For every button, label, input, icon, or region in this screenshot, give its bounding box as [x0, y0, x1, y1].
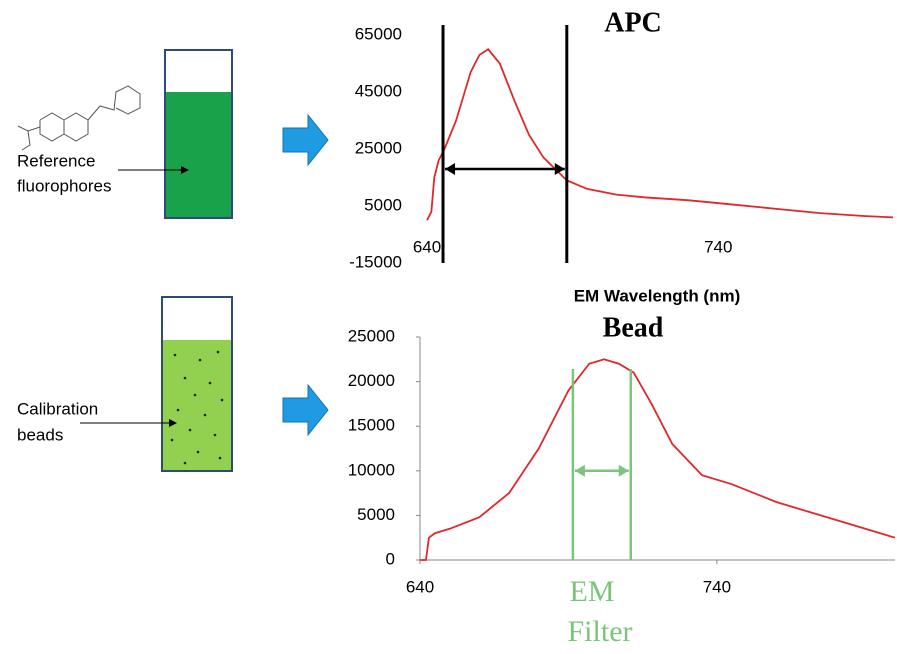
arrow	[282, 383, 329, 437]
y-tick-label: 45000	[355, 81, 402, 100]
arrow	[282, 113, 329, 167]
annotation: EM	[570, 575, 615, 608]
chart-title: Bead	[603, 312, 664, 343]
arrow-head	[574, 464, 585, 477]
x-tick-label: 740	[704, 237, 732, 256]
y-tick-label: 25000	[348, 326, 395, 345]
arrow-head	[445, 162, 456, 175]
y-tick-label: 20000	[348, 371, 395, 390]
annotation: Filter	[568, 615, 633, 648]
x-axis-label: EM Wavelength (nm)	[574, 286, 741, 305]
molecule	[17, 85, 141, 151]
label: Calibration	[17, 399, 98, 418]
y-tick-label: -15000	[349, 252, 402, 271]
x-tick-label: 740	[703, 577, 731, 596]
y-tick-label: 5000	[357, 505, 395, 524]
chart-title: APC	[604, 7, 662, 38]
y-tick-label: 25000	[355, 138, 402, 157]
x-tick-label: 640	[413, 237, 441, 256]
label: fluorophores	[17, 176, 112, 195]
arrow-head	[554, 162, 565, 175]
reference-cuvette	[164, 49, 233, 219]
y-tick-label: 15000	[348, 416, 395, 435]
arrow-head	[618, 464, 629, 477]
label: Reference	[17, 151, 95, 170]
y-tick-label: 10000	[348, 460, 395, 479]
label: beads	[17, 425, 63, 444]
beads-cuvette	[161, 296, 233, 472]
y-tick-label: 5000	[364, 195, 402, 214]
line-series	[420, 358, 896, 561]
y-tick-label: 0	[386, 549, 395, 568]
line-series	[426, 48, 894, 221]
x-tick-label: 640	[406, 577, 434, 596]
y-tick-label: 65000	[355, 24, 402, 43]
